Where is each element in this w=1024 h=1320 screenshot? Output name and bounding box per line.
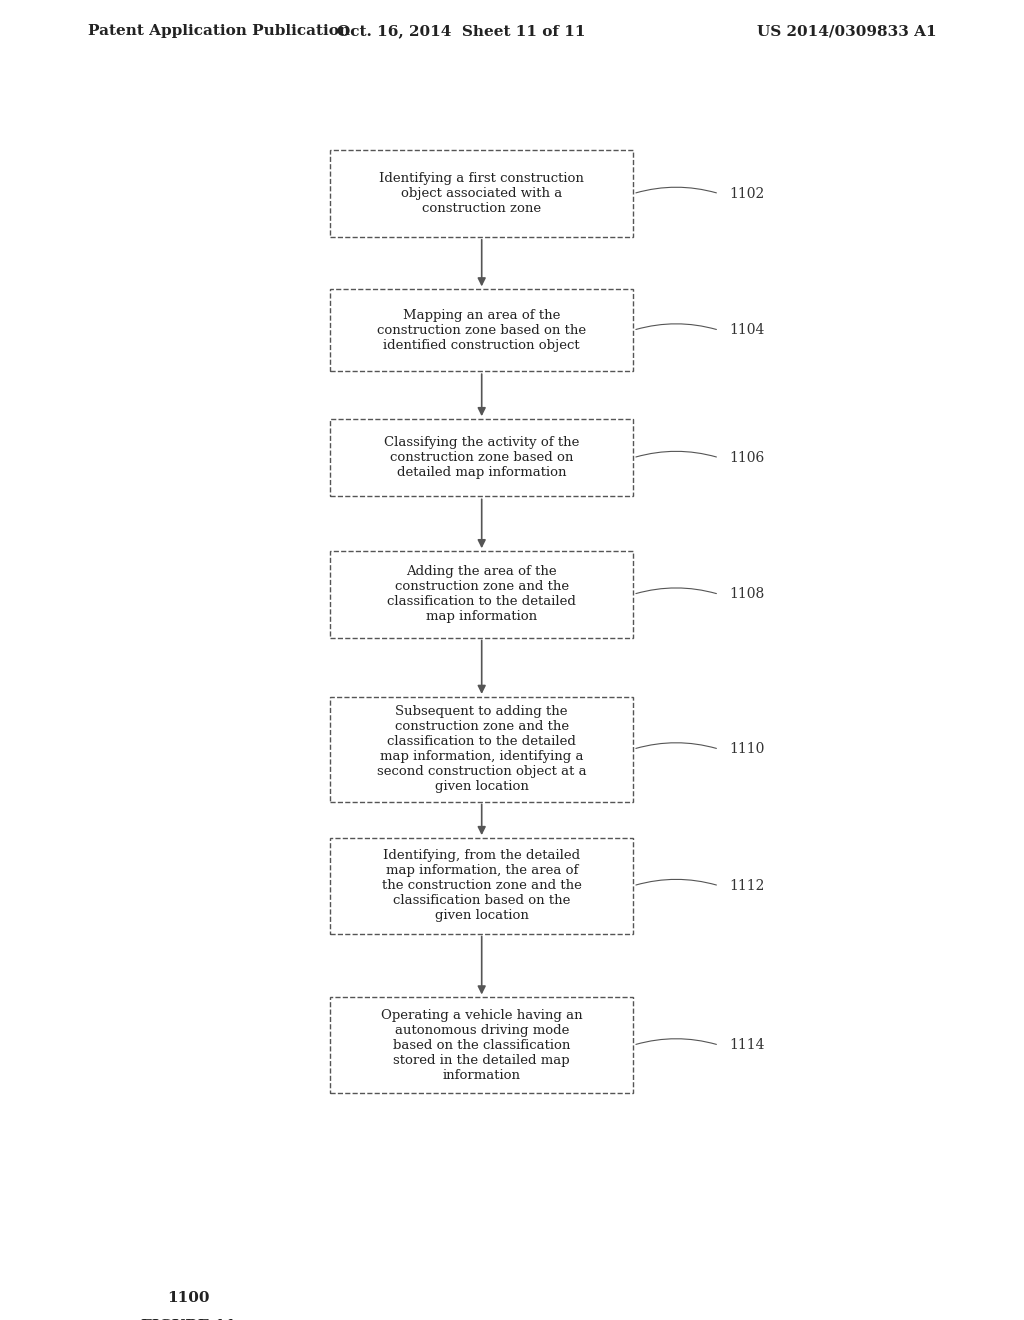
Text: Operating a vehicle having an
autonomous driving mode
based on the classificatio: Operating a vehicle having an autonomous… <box>381 1008 583 1081</box>
Text: 1102: 1102 <box>729 186 765 201</box>
Text: 1100: 1100 <box>168 1291 210 1304</box>
Text: Identifying a first construction
object associated with a
construction zone: Identifying a first construction object … <box>379 172 584 215</box>
Text: Patent Application Publication: Patent Application Publication <box>88 24 350 38</box>
FancyBboxPatch shape <box>330 289 633 371</box>
Text: 1104: 1104 <box>729 323 765 337</box>
FancyBboxPatch shape <box>330 552 633 638</box>
Text: 1106: 1106 <box>729 450 765 465</box>
FancyBboxPatch shape <box>330 150 633 236</box>
Text: US 2014/0309833 A1: US 2014/0309833 A1 <box>757 24 936 38</box>
Text: Subsequent to adding the
construction zone and the
classification to the detaile: Subsequent to adding the construction zo… <box>377 705 587 793</box>
FancyBboxPatch shape <box>330 838 633 933</box>
Text: Classifying the activity of the
construction zone based on
detailed map informat: Classifying the activity of the construc… <box>384 436 580 479</box>
FancyBboxPatch shape <box>330 418 633 496</box>
Text: Identifying, from the detailed
map information, the area of
the construction zon: Identifying, from the detailed map infor… <box>382 849 582 923</box>
Text: 1112: 1112 <box>729 879 765 892</box>
FancyBboxPatch shape <box>330 697 633 801</box>
Text: 1108: 1108 <box>729 587 765 602</box>
Text: Adding the area of the
construction zone and the
classification to the detailed
: Adding the area of the construction zone… <box>387 565 577 623</box>
FancyBboxPatch shape <box>330 998 633 1093</box>
Text: Oct. 16, 2014  Sheet 11 of 11: Oct. 16, 2014 Sheet 11 of 11 <box>337 24 586 38</box>
Text: 1110: 1110 <box>729 742 765 756</box>
Text: 1114: 1114 <box>729 1038 765 1052</box>
Text: Mapping an area of the
construction zone based on the
identified construction ob: Mapping an area of the construction zone… <box>377 309 587 351</box>
